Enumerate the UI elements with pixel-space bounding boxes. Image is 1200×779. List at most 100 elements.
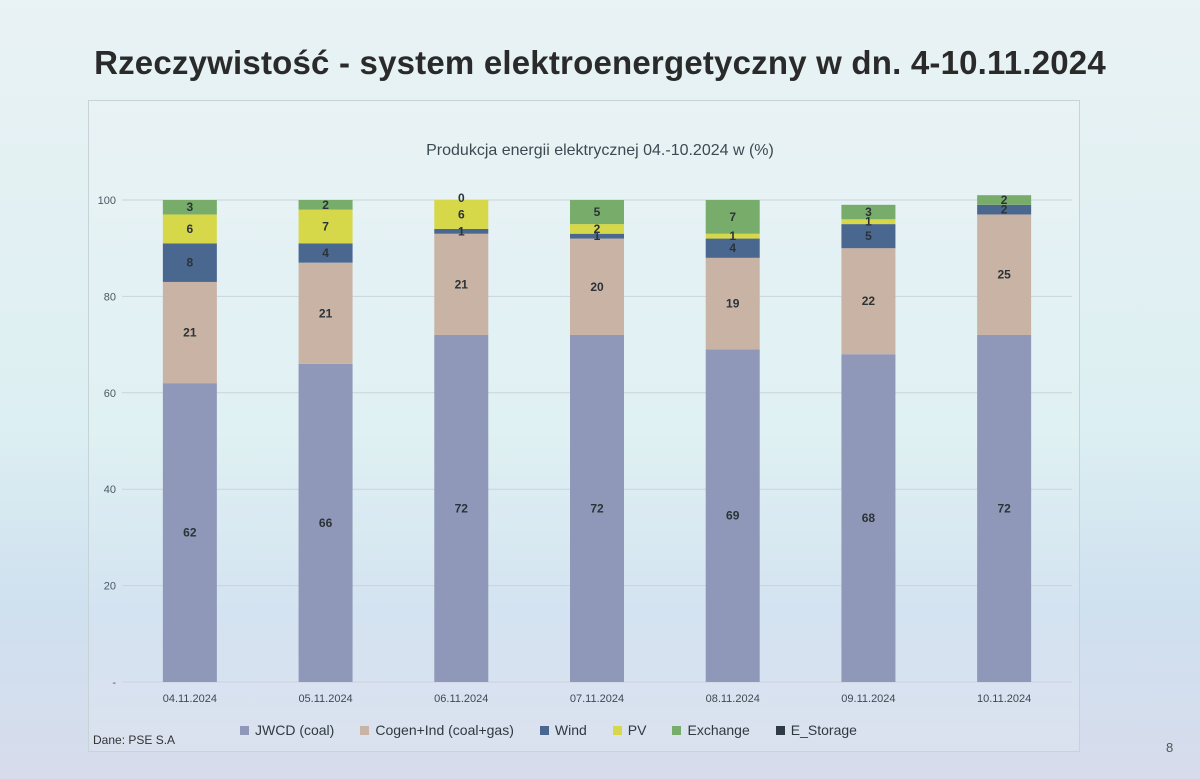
bars — [162, 195, 1032, 682]
data-label: 2 — [594, 222, 601, 236]
x-tick-label: 06.11.2024 — [434, 693, 488, 705]
bar-segment — [162, 281, 217, 384]
bar-segment — [570, 224, 624, 234]
data-label: 72 — [455, 501, 469, 515]
bar-segment — [705, 233, 760, 239]
legend-label: E_Storage — [790, 722, 857, 738]
x-tick-label: 08.11.2024 — [706, 693, 760, 705]
data-label: 62 — [183, 526, 197, 540]
x-tick-label: 05.11.2024 — [298, 693, 352, 705]
data-label: 21 — [183, 326, 197, 340]
y-tick-label: 80 — [104, 291, 116, 303]
legend-item: Wind — [539, 722, 587, 738]
bar-segment — [434, 200, 489, 229]
bar-segment — [570, 334, 624, 682]
x-tick-label: 04.11.2024 — [163, 693, 217, 705]
bar-segment — [977, 334, 1032, 682]
data-label: 1 — [458, 224, 465, 238]
legend-item: Exchange — [672, 722, 750, 738]
data-label: 5 — [865, 229, 872, 243]
page-number: 8 — [1166, 740, 1174, 755]
legend-swatch — [612, 725, 622, 735]
legend-swatch — [775, 725, 785, 735]
data-label: 7 — [322, 220, 329, 234]
data-label: 0 — [458, 191, 465, 205]
x-tick-label: 10.11.2024 — [977, 693, 1031, 705]
legend-item: Cogen+Ind (coal+gas) — [360, 722, 514, 738]
data-label: 1 — [865, 215, 872, 229]
data-label: 21 — [455, 277, 469, 291]
y-tick-label: 100 — [98, 195, 116, 207]
data-label: 2 — [1001, 193, 1008, 207]
y-tick-label: 40 — [104, 484, 116, 496]
bar-segment — [705, 238, 760, 258]
data-label: 72 — [590, 501, 604, 515]
data-label: 25 — [997, 268, 1011, 282]
data-label: 2 — [1001, 203, 1008, 217]
data-label: 3 — [187, 200, 194, 214]
bar-segment — [162, 200, 217, 215]
bar-segment — [705, 257, 760, 350]
data-label: 7 — [729, 210, 736, 224]
y-tick-label: 20 — [104, 581, 116, 593]
bar-segment — [162, 214, 217, 244]
bar-segment — [841, 354, 896, 682]
x-tick-label: 09.11.2024 — [841, 693, 895, 705]
x-tick-label: 07.11.2024 — [570, 693, 624, 705]
legend-item: E_Storage — [775, 722, 857, 738]
axis-labels: - 20 40 60 80 100 04.11.2024 05.11.2024 06.11.20… — [98, 195, 1032, 705]
data-label: 8 — [187, 256, 194, 270]
data-label: 6 — [187, 222, 194, 236]
legend-swatch — [360, 725, 370, 735]
bar-segment — [570, 238, 624, 335]
data-label: 66 — [319, 516, 333, 530]
data-label: 1 — [594, 229, 601, 243]
legend-label: Exchange — [687, 722, 750, 738]
legend-label: PV — [627, 722, 647, 738]
bar-segment — [841, 224, 896, 249]
source-note: Dane: PSE S.A — [93, 733, 176, 747]
bar-segment — [705, 349, 760, 682]
legend-item: PV — [612, 722, 647, 738]
data-label: 69 — [726, 509, 740, 523]
data-label: 68 — [862, 511, 876, 525]
bar-segment — [841, 204, 896, 220]
bar-segment — [298, 209, 353, 244]
data-label: 3 — [865, 205, 872, 219]
bar-segment — [434, 228, 489, 234]
data-label: 5 — [594, 205, 601, 219]
data-label: 19 — [726, 297, 740, 311]
bar-segment — [705, 200, 760, 234]
legend-swatch — [539, 725, 549, 735]
data-label: 22 — [862, 294, 876, 308]
bar-segment — [841, 248, 896, 355]
y-tick-label: - — [112, 677, 116, 689]
data-label: 21 — [319, 306, 333, 320]
bar-segment — [298, 363, 353, 682]
slide-title: Rzeczywistość - system elektroenergetycz… — [94, 44, 1106, 81]
chart-title: Produkcja energii elektrycznej 04.-10.20… — [426, 142, 774, 159]
legend-label: Wind — [554, 722, 587, 738]
legend-label: JWCD (coal) — [255, 722, 335, 738]
legend-label: Cogen+Ind (coal+gas) — [375, 722, 514, 738]
bar-segment — [977, 204, 1032, 215]
y-tick-label: 60 — [104, 388, 116, 400]
bar-segment — [434, 233, 489, 335]
legend-swatch — [240, 725, 249, 735]
bar-segment — [570, 233, 624, 239]
legend-item: JWCD (coal) — [240, 722, 334, 738]
bar-segment — [162, 243, 217, 282]
bar-segment — [977, 195, 1032, 205]
data-label: 4 — [729, 241, 736, 255]
bar-segment — [162, 383, 217, 682]
data-label: 4 — [322, 246, 329, 260]
bar-segment — [841, 219, 896, 225]
data-label: 2 — [322, 198, 329, 212]
bar-segment — [570, 200, 624, 225]
bar-segment — [298, 200, 353, 210]
bar-segment — [434, 334, 489, 682]
bar-segment — [298, 243, 353, 263]
bar-segment — [298, 262, 353, 364]
data-labels: 6221863662147272211607220125691941768225… — [183, 191, 1011, 540]
